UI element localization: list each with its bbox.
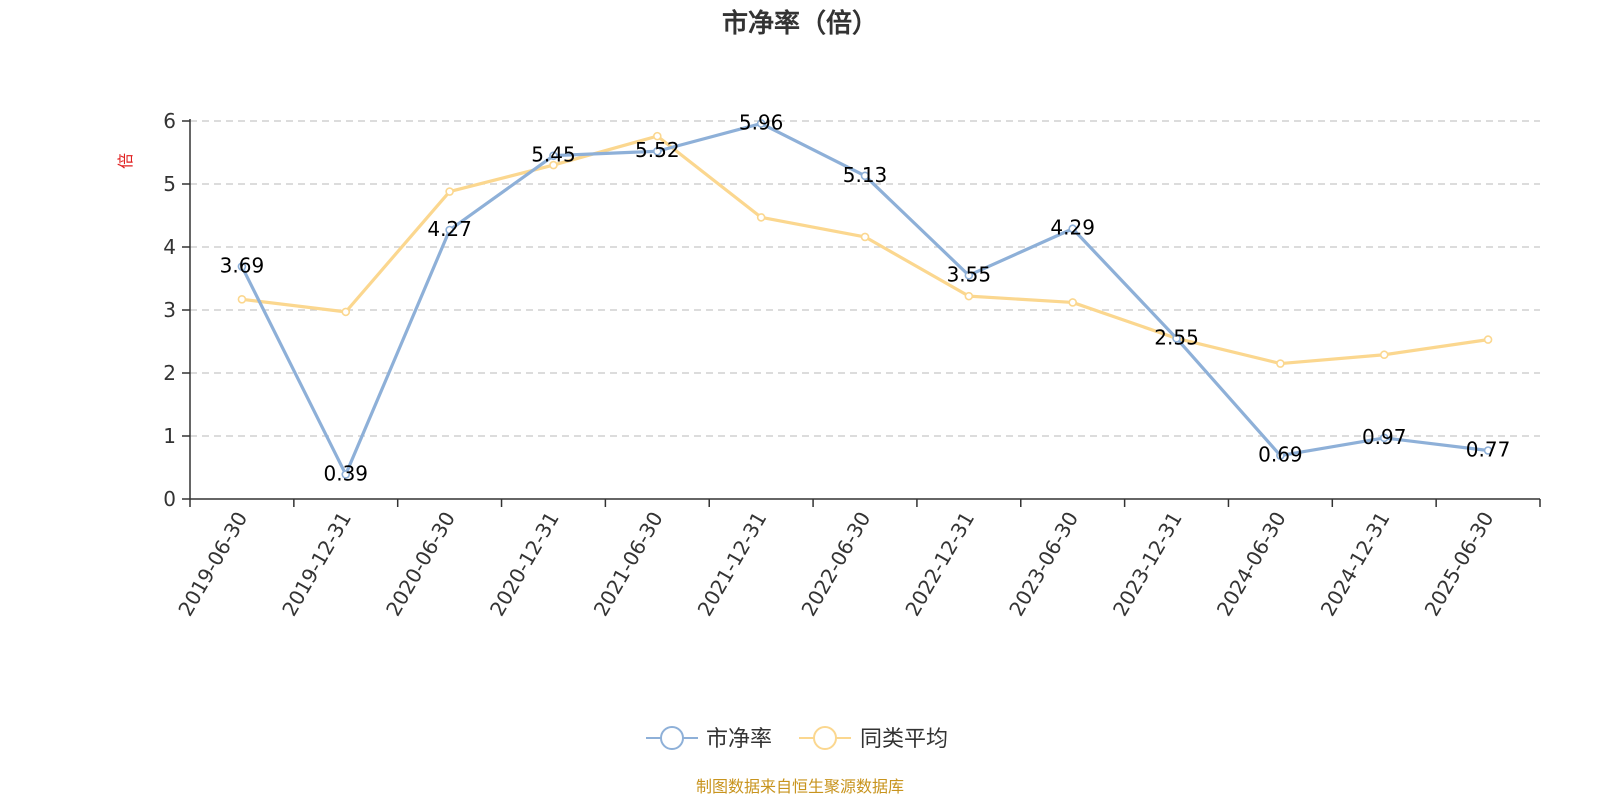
x-axis-ticks: 2019-06-30 2019-12-31 2020-06-30 2020-12-31… <box>173 499 1541 621</box>
data-label-pb: 5.52 <box>635 138 680 162</box>
y-tick-label: 3 <box>163 298 176 322</box>
data-label-pb: 5.45 <box>531 143 576 167</box>
legend[interactable]: 市净率 同类平均 <box>646 726 948 752</box>
series-lines <box>237 119 1493 479</box>
legend-label-avg: 同类平均 <box>860 727 948 752</box>
data-label-pb: 4.27 <box>427 217 472 241</box>
series-point-avg <box>860 232 870 242</box>
x-tick-label: 2019-06-30 <box>173 508 252 621</box>
series-point-avg <box>964 291 974 301</box>
series-point-pb <box>445 225 454 235</box>
series-point-pb <box>341 470 351 479</box>
data-label-pb: 3.55 <box>947 262 992 286</box>
x-tick-label: 2020-12-31 <box>485 508 564 621</box>
series-point-avg <box>1483 335 1493 344</box>
data-label-pb: 0.39 <box>324 461 369 485</box>
x-tick-label: 2024-12-31 <box>1316 508 1395 621</box>
grid-lines <box>190 120 1540 437</box>
series-point-avg <box>1276 359 1285 368</box>
data-label-pb: 5.96 <box>739 111 784 135</box>
series-point-pb <box>237 262 247 271</box>
legend-marker-avg <box>813 726 837 750</box>
series-point-pb <box>1276 451 1285 460</box>
data-labels: 3.69 0.39 4.27 5.45 5.52 5.96 5.13 3.55 4.29 2.55… <box>220 111 1511 486</box>
data-label-pb: 3.69 <box>220 254 265 278</box>
x-tick-label: 2025-06-30 <box>1420 508 1499 621</box>
x-tick-label: 2023-12-31 <box>1108 508 1187 621</box>
y-tick-label: 0 <box>163 487 176 511</box>
source-note: 制图数据来自恒生聚源数据库 <box>696 777 904 796</box>
x-tick-label: 2022-12-31 <box>900 508 979 621</box>
series-point-pb <box>860 171 870 181</box>
x-tick-label: 2021-12-31 <box>693 508 772 621</box>
series-point-avg <box>1068 298 1077 307</box>
series-point-pb <box>653 146 662 156</box>
series-point-avg <box>756 213 766 222</box>
series-point-pb <box>964 271 974 280</box>
chart-title: 市净率（倍） <box>722 8 878 39</box>
y-tick-label: 1 <box>163 424 176 448</box>
series-point-pb <box>549 151 558 160</box>
y-axis-ticks: 0 1 2 3 4 5 6 <box>163 109 190 511</box>
y-tick-label: 2 <box>163 361 176 385</box>
y-tick-label: 6 <box>163 109 176 133</box>
series-point-avg <box>445 187 454 196</box>
data-label-pb: 5.13 <box>843 163 888 187</box>
y-tick-label: 4 <box>163 235 176 259</box>
legend-item-avg[interactable]: 同类平均 <box>799 726 948 752</box>
x-tick-label: 2023-06-30 <box>1004 508 1083 621</box>
x-tick-label: 2024-06-30 <box>1212 508 1291 621</box>
y-tick-label: 5 <box>163 172 176 196</box>
series-point-avg <box>549 160 558 170</box>
series-point-avg <box>341 307 351 317</box>
data-label-pb: 2.55 <box>1154 325 1199 349</box>
data-label-pb: 0.97 <box>1362 425 1407 449</box>
series-point-pb <box>1379 433 1389 443</box>
x-tick-label: 2020-06-30 <box>381 507 460 620</box>
x-tick-label: 2021-06-30 <box>589 508 668 621</box>
series-point-avg <box>1379 350 1389 360</box>
data-label-pb: 0.77 <box>1466 437 1511 461</box>
legend-item-pb[interactable]: 市净率 <box>646 726 772 752</box>
series-point-pb <box>756 119 766 128</box>
series-point-avg <box>237 294 247 304</box>
data-label-pb: 0.69 <box>1258 443 1303 467</box>
legend-label-pb: 市净率 <box>706 727 772 752</box>
data-label-pb: 4.29 <box>1050 216 1095 240</box>
x-tick-label: 2022-06-30 <box>796 508 875 621</box>
series-point-pb <box>1172 334 1181 343</box>
legend-marker-pb <box>660 726 684 750</box>
series-point-pb <box>1068 224 1077 234</box>
series-point-avg <box>653 131 662 141</box>
series-point-pb <box>1483 446 1493 455</box>
x-tick-label: 2019-12-31 <box>277 508 356 621</box>
y-axis-unit-label: 倍 <box>116 153 135 169</box>
